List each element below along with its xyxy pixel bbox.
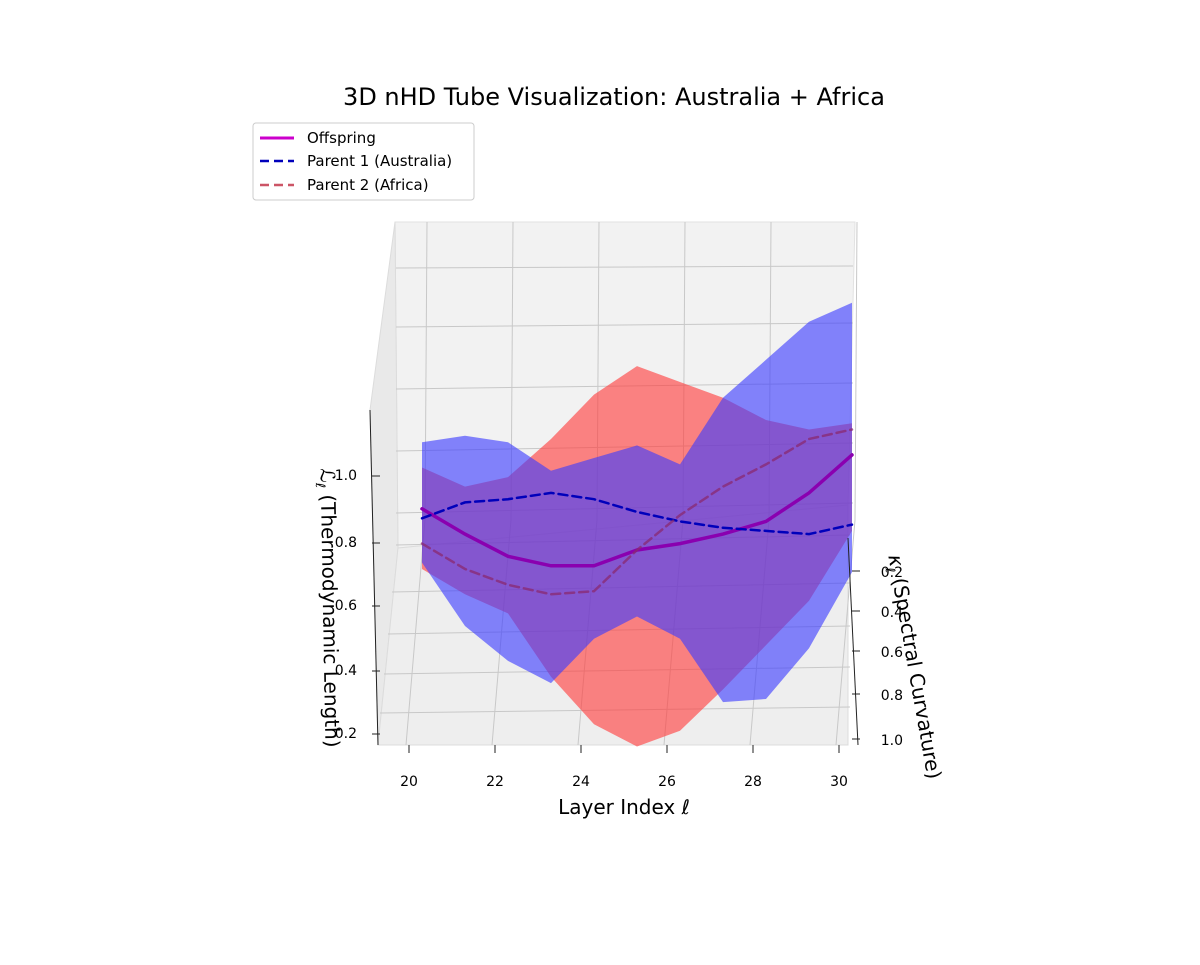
x-tick-label-30: 30 xyxy=(830,774,848,790)
grid-line-x-30 xyxy=(854,221,858,521)
y-tick-label-0.4: 0.4 xyxy=(881,605,903,621)
y-axis-label-text: (Spectral Curvature) xyxy=(886,570,946,781)
tick-labels: 20 22 24 26 28 30 0.2 0.4 0.6 0.8 1.0 0.2 0.4 0.6 0.8 1… xyxy=(335,468,903,790)
legend-label-parent2: Parent 2 (Africa) xyxy=(307,176,429,194)
y-tick-label-0.2: 0.2 xyxy=(881,565,903,581)
x-tick-label-24: 24 xyxy=(572,774,590,790)
chart-title: 3D nHD Tube Visualization: Australia + A… xyxy=(343,83,885,111)
tube-surfaces xyxy=(422,302,852,747)
x-tick-label-26: 26 xyxy=(658,774,676,790)
legend-frame xyxy=(252,122,475,201)
y-axis-label-symbol: κ xyxy=(883,553,909,569)
z-tick-label-0.4: 0.4 xyxy=(335,663,357,679)
legend-label-offspring: Offspring xyxy=(307,129,376,147)
grid-line-back-1 xyxy=(395,322,854,328)
z-tick-label-0.2: 0.2 xyxy=(335,726,357,742)
z-axis-label-sub: ℓ xyxy=(312,482,327,489)
z-axis-line xyxy=(369,409,379,746)
series-lines xyxy=(420,428,854,596)
z-tick-label-0.8: 0.8 xyxy=(335,535,357,551)
y-tick-label-1.0: 1.0 xyxy=(881,733,903,749)
y-tick-label-0.8: 0.8 xyxy=(881,688,903,704)
x-tick-label-20: 20 xyxy=(400,774,418,790)
z-tick-label-0.6: 0.6 xyxy=(335,598,357,614)
series-line-parent-1-australia xyxy=(420,491,854,536)
axis-lines xyxy=(369,409,859,746)
z-tick-label-1.0: 1.0 xyxy=(335,468,357,484)
z-axis-label-text: (Thermodynamic Length) xyxy=(316,488,345,748)
x-axis-label: Layer Index ℓ xyxy=(558,795,690,819)
grid-line-floor-x-20 xyxy=(405,519,426,746)
z-axis-label: ℒℓ (Thermodynamic Length) xyxy=(312,468,345,748)
y-axis-label-sub: ℓ xyxy=(881,566,897,575)
legend-label-parent1: Parent 1 (Australia) xyxy=(307,152,452,170)
series-line-parent-2-africa xyxy=(420,428,854,596)
grid-line-back-0 xyxy=(395,265,854,269)
legend: Offspring Parent 1 (Australia) Parent 2 … xyxy=(252,122,475,201)
z-axis-label-symbol: ℒ xyxy=(316,468,340,483)
y-tick-label-0.6: 0.6 xyxy=(881,645,903,661)
tube-parent-1-australia xyxy=(422,302,852,703)
x-tick-label-28: 28 xyxy=(744,774,762,790)
x-tick-label-22: 22 xyxy=(486,774,504,790)
y-axis-line xyxy=(847,537,859,746)
